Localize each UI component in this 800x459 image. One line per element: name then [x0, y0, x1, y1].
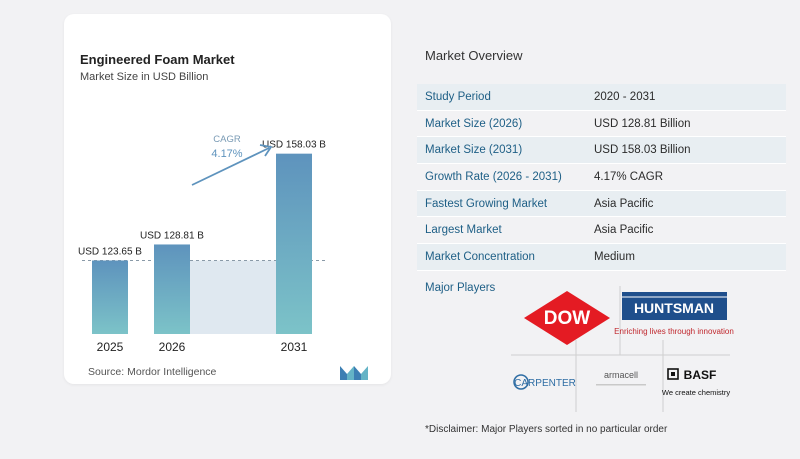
row-key: Study Period	[425, 90, 491, 103]
x-tick-label: 2031	[281, 340, 308, 354]
cagr-arrow-head	[259, 144, 273, 157]
row-key: Market Size (2026)	[425, 117, 523, 130]
basf-tagline: We create chemistry	[662, 388, 730, 397]
major-players-logos: DOW HUNTSMAN Enriching lives through inn…	[511, 286, 734, 412]
table-row: Fastest Growing Market Asia Pacific	[417, 190, 786, 218]
table-row: Growth Rate (2026 - 2031) 4.17% CAGR	[417, 164, 786, 191]
carpenter-logo-text: CARPENTER	[514, 378, 576, 389]
overview-title: Market Overview	[425, 48, 523, 63]
bar-value-label: USD 128.81 B	[140, 230, 204, 241]
major-players-label: Major Players	[425, 282, 496, 294]
x-tick-label: 2025	[97, 340, 124, 354]
chart-subtitle: Market Size in USD Billion	[80, 71, 209, 83]
row-value: 4.17% CAGR	[594, 170, 664, 183]
huntsman-tagline: Enriching lives through innovation	[614, 327, 734, 336]
dow-logo-text: DOW	[544, 308, 591, 329]
bar-2025	[92, 260, 128, 334]
row-value: Asia Pacific	[594, 224, 654, 237]
bar-value-label: USD 123.65 B	[78, 247, 142, 258]
table-row: Largest Market Asia Pacific	[417, 217, 786, 245]
row-key: Growth Rate (2026 - 2031)	[425, 170, 562, 183]
row-value: 2020 - 2031	[594, 90, 656, 103]
armacell-logo-text: armacell	[604, 370, 638, 380]
basf-logo-text: BASF	[684, 368, 717, 382]
overview-table: Study Period 2020 - 2031 Market Size (202…	[417, 84, 786, 271]
cagr-arrow-line	[191, 147, 270, 186]
row-value: USD 128.81 Billion	[594, 117, 691, 130]
armacell-logo: armacell	[596, 370, 646, 386]
row-value: USD 158.03 Billion	[594, 144, 691, 157]
chart-title: Engineered Foam Market	[80, 52, 235, 67]
bar-value-label: USD 158.03 B	[262, 140, 326, 151]
huntsman-logo-text: HUNTSMAN	[634, 300, 714, 316]
huntsman-logo: HUNTSMAN Enriching lives through innovat…	[614, 292, 734, 336]
row-key: Market Concentration	[425, 250, 535, 263]
bar-chart: USD 123.65 B 2025 USD 128.81 B 2026 USD 158.…	[78, 134, 326, 354]
chart-card: Engineered Foam Market Market Size in US…	[64, 14, 391, 384]
bar-2026	[154, 244, 190, 334]
row-value: Asia Pacific	[594, 197, 654, 210]
mordor-intelligence-logo	[340, 366, 368, 380]
table-row: Market Concentration Medium	[417, 244, 786, 271]
row-key: Fastest Growing Market	[425, 197, 548, 210]
row-value: Medium	[594, 250, 635, 263]
carpenter-logo: CARPENTER	[513, 374, 576, 390]
disclaimer: *Disclaimer: Major Players sorted in no …	[425, 424, 668, 435]
row-key: Market Size (2031)	[425, 144, 523, 157]
bar-2031	[276, 153, 312, 334]
x-tick-label: 2026	[159, 340, 186, 354]
basf-logo: BASF We create chemistry	[662, 368, 730, 397]
growth-shade-area	[190, 260, 276, 334]
cagr-label: CAGR	[213, 134, 241, 145]
row-key: Largest Market	[425, 224, 502, 237]
dow-logo: DOW	[524, 291, 610, 345]
market-overview-panel: Market Overview Study Period 2020 - 2031 …	[400, 0, 800, 459]
table-row: Study Period 2020 - 2031	[417, 84, 786, 111]
table-row: Market Size (2031) USD 158.03 Billion	[417, 137, 786, 165]
cagr-value: 4.17%	[211, 148, 242, 160]
table-row: Market Size (2026) USD 128.81 Billion	[417, 110, 786, 138]
chart-source: Source: Mordor Intelligence	[88, 366, 217, 378]
